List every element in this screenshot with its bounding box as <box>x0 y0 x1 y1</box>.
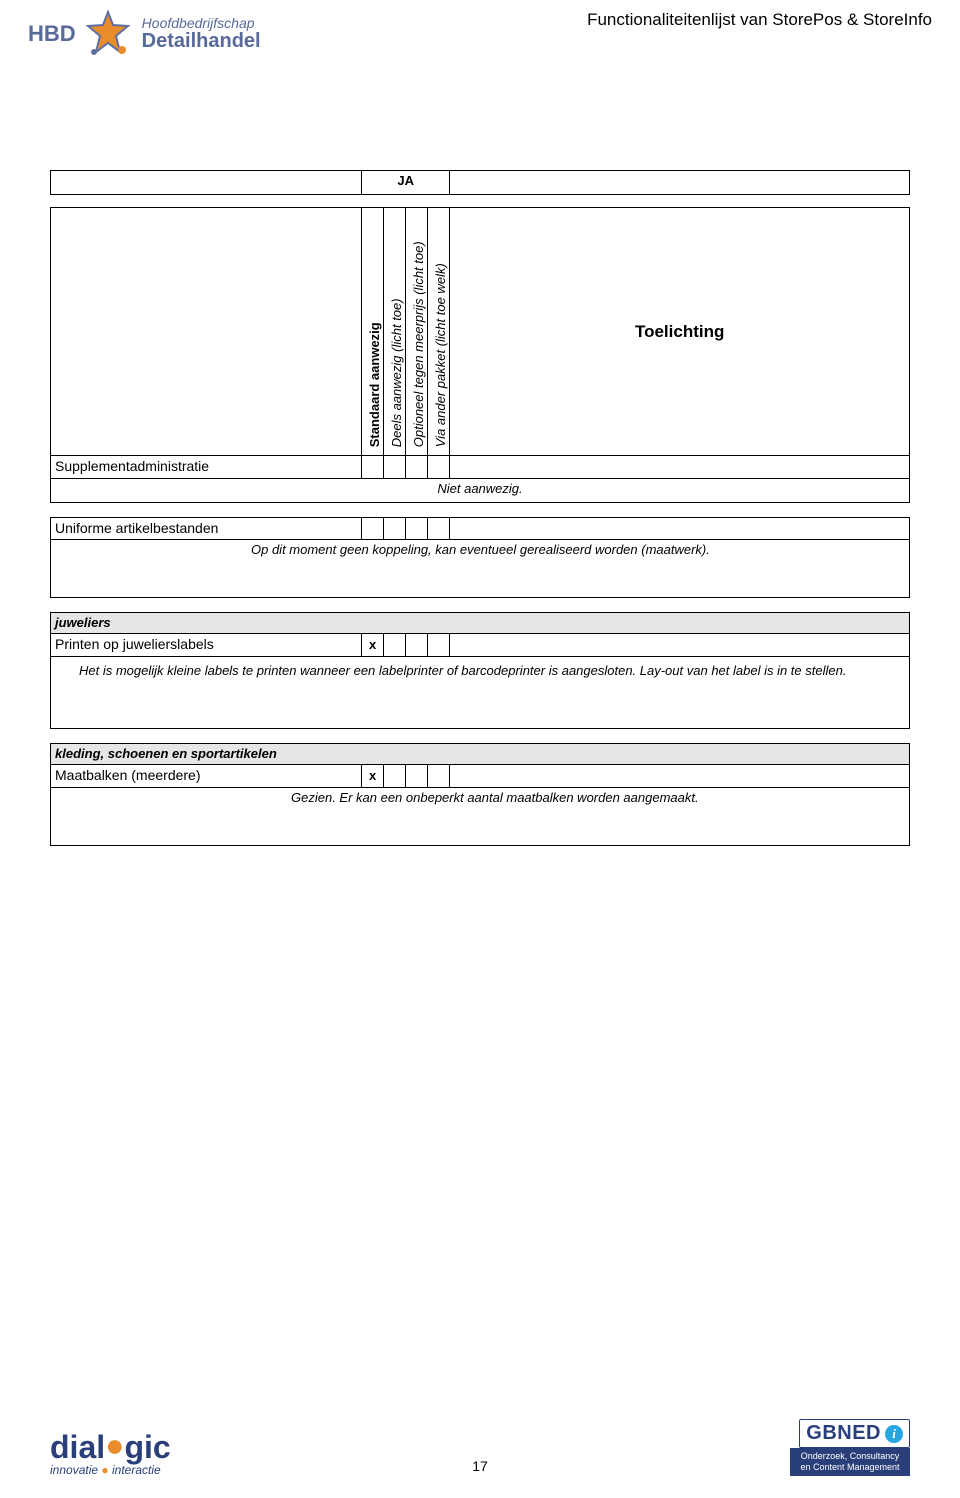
columns-header-table: Standaard aanwezig Deels aanwezig (licht… <box>50 207 910 503</box>
juweliers-c3 <box>428 634 450 657</box>
dialogic-tag-sep: ● <box>101 1463 108 1477</box>
ja-header-table: JA <box>50 170 910 195</box>
kleding-row-label: Maatbalken (meerdere) <box>51 765 362 788</box>
kleding-c1 <box>384 765 406 788</box>
col-toelichting: Toelichting <box>450 208 910 456</box>
ja-right-cell <box>450 171 910 195</box>
info-icon: i <box>885 1425 903 1443</box>
page-number: 17 <box>472 1458 488 1474</box>
uniforme-label: Uniforme artikelbestanden <box>51 517 362 540</box>
uniforme-c1 <box>384 517 406 540</box>
dialogic-logo: dial●gic innovatie ● interactie <box>50 1432 171 1476</box>
supplement-c0 <box>362 456 384 479</box>
col-standaard: Standaard aanwezig <box>362 208 384 456</box>
uniforme-c3 <box>428 517 450 540</box>
gbned-label: GBNED <box>806 1422 881 1445</box>
kleding-c0: x <box>362 765 384 788</box>
kleding-table: kleding, schoenen en sportartikelen Maat… <box>50 743 910 846</box>
supplement-c2 <box>406 456 428 479</box>
uniforme-c0 <box>362 517 384 540</box>
ja-label: JA <box>362 171 450 195</box>
ja-left-cell <box>51 171 362 195</box>
col-optioneel: Optioneel tegen meerprijs (licht toe) <box>406 208 428 456</box>
dialogic-tag-left: innovatie <box>50 1463 98 1477</box>
dialogic-tag-right: interactie <box>112 1463 161 1477</box>
gbned-sub1: Onderzoek, Consultancy <box>795 1451 905 1462</box>
uniforme-description: Op dit moment geen koppeling, kan eventu… <box>51 540 910 598</box>
juweliers-c0: x <box>362 634 384 657</box>
col-deels: Deels aanwezig (licht toe) <box>384 208 406 456</box>
columns-left-cell <box>51 208 362 456</box>
section-juweliers: juweliers <box>51 613 910 634</box>
uniforme-table: Uniforme artikelbestanden Op dit moment … <box>50 517 910 599</box>
supplement-c3 <box>428 456 450 479</box>
kleding-note-cell <box>450 765 910 788</box>
col-via-pakket: Via ander pakket (licht toe welk) <box>428 208 450 456</box>
org-star-icon <box>84 10 132 58</box>
org-line1: Hoofdbedrijfschap <box>142 16 261 31</box>
kleding-c2 <box>406 765 428 788</box>
section-kleding: kleding, schoenen en sportartikelen <box>51 743 910 764</box>
juweliers-c2 <box>406 634 428 657</box>
org-abbr: HBD <box>28 23 76 45</box>
uniforme-note-cell <box>450 517 910 540</box>
juweliers-description: Het is mogelijk kleine labels te printen… <box>51 656 910 728</box>
juweliers-table: juweliers Printen op juwelierslabels x H… <box>50 612 910 729</box>
supplement-c1 <box>384 456 406 479</box>
juweliers-c1 <box>384 634 406 657</box>
document-title: Functionaliteitenlijst van StorePos & St… <box>587 10 932 30</box>
juweliers-note-cell <box>450 634 910 657</box>
juweliers-row-label: Printen op juwelierslabels <box>51 634 362 657</box>
kleding-c3 <box>428 765 450 788</box>
uniforme-c2 <box>406 517 428 540</box>
supplement-note-cell <box>450 456 910 479</box>
supplement-label: Supplementadministratie <box>51 456 362 479</box>
gbned-logo: GBNED i Onderzoek, Consultancy en Conten… <box>790 1419 910 1476</box>
org-line2: Detailhandel <box>142 31 261 52</box>
org-logo: HBD Hoofdbedrijfschap Detailhandel <box>28 10 261 58</box>
dialogic-dot-icon: ● <box>105 1427 124 1463</box>
gbned-sub2: en Content Management <box>795 1462 905 1473</box>
kleding-description: Gezien. Er kan een onbeperkt aantal maat… <box>51 787 910 845</box>
supplement-note: Niet aanwezig. <box>51 478 910 502</box>
